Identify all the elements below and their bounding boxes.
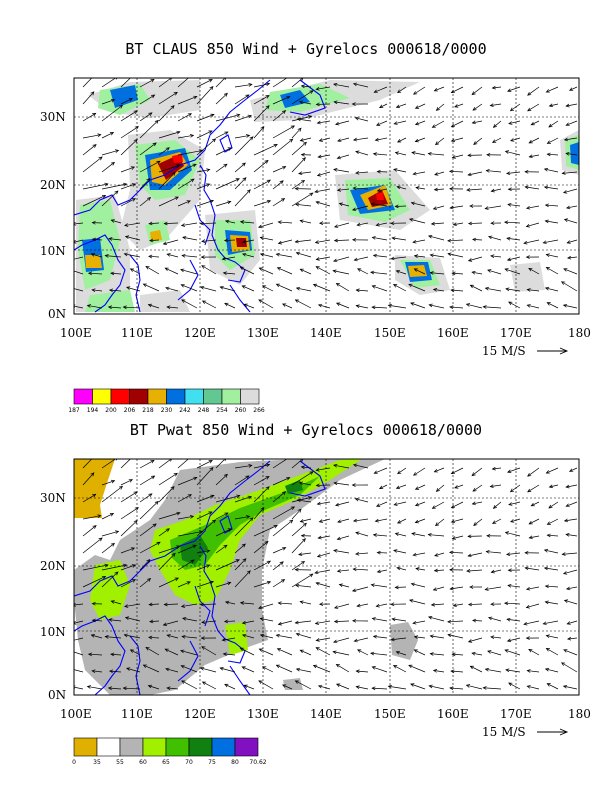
colorbar-label: 200 [105, 407, 117, 414]
bottom-wind-scale: 15 M/S [482, 725, 569, 739]
top-gridlines [74, 78, 579, 314]
top-lat-label: 0N [48, 307, 66, 321]
colorbar-label: 248 [198, 407, 210, 414]
colorbar-swatch [92, 388, 112, 405]
colorbar-label: 218 [142, 407, 154, 414]
bottom-wind-vectors [74, 459, 578, 691]
colorbar-label: 230 [161, 407, 173, 414]
bottom-precipitable-water-field [74, 459, 418, 695]
top-lon-label: 150E [374, 326, 406, 340]
bottom-lon-label: 130E [247, 707, 279, 721]
bottom-lon-label: 180 [568, 707, 591, 721]
bottom-lat-label: 20N [40, 559, 66, 573]
colorbar-swatch [166, 388, 186, 405]
top-wind-scale-label: 15 M/S [482, 344, 526, 358]
bottom-lon-label: 100E [60, 707, 92, 721]
top-lat-label: 20N [40, 178, 66, 192]
colorbar-swatch [188, 737, 213, 757]
colorbar-label: 254 [216, 407, 228, 414]
bottom-lon-label: 140E [310, 707, 342, 721]
top-axis-labels: 30N 20N 10N 0N 100E 110E 120E 130E 140E … [40, 110, 591, 340]
colorbar-swatch [203, 388, 223, 405]
top-lon-label: 140E [310, 326, 342, 340]
bottom-panel-title: BT Pwat 850 Wind + Gyrelocs 000618/0000 [129, 421, 483, 439]
colorbar-label: 60 [139, 759, 147, 766]
top-wind-scale: 15 M/S [482, 344, 569, 358]
colorbar-swatch [221, 388, 241, 405]
colorbar-label: 55 [116, 759, 124, 766]
bottom-lat-label: 0N [48, 688, 66, 702]
colorbar-label: 75 [208, 759, 216, 766]
colorbar-label: 187 [68, 407, 80, 414]
colorbar-swatch [211, 737, 236, 757]
colorbar-swatch [234, 737, 259, 757]
colorbar-swatch [147, 388, 167, 405]
bottom-map-panel: 30N 20N 10N 0N 100E 110E 120E 130E 140E … [40, 458, 591, 766]
colorbar-label: 70 [185, 759, 193, 766]
colorbar-label: 70.62 [249, 759, 266, 766]
bottom-axis-labels: 30N 20N 10N 0N 100E 110E 120E 130E 140E … [40, 491, 591, 721]
bottom-lat-label: 10N [40, 625, 66, 639]
top-map-panel: 30N 20N 10N 0N 100E 110E 120E 130E 140E … [40, 77, 591, 414]
colorbar-label: 80 [231, 759, 239, 766]
bottom-lon-label: 170E [500, 707, 532, 721]
colorbar-swatch [129, 388, 149, 405]
bottom-lat-label: 30N [40, 491, 66, 505]
colorbar-swatch [240, 388, 260, 405]
colorbar-swatch [73, 388, 93, 405]
top-lat-label: 30N [40, 110, 66, 124]
top-lon-label: 130E [247, 326, 279, 340]
colorbar-label: 206 [124, 407, 136, 414]
top-lon-label: 170E [500, 326, 532, 340]
bottom-coastlines [74, 460, 326, 695]
colorbar-label: 194 [87, 407, 99, 414]
colorbar-swatch [110, 388, 130, 405]
bottom-gridlines [74, 459, 579, 695]
colorbar-label: 65 [162, 759, 170, 766]
bottom-wind-scale-label: 15 M/S [482, 725, 526, 739]
bottom-lon-label: 120E [184, 707, 216, 721]
top-wind-vectors [74, 78, 578, 310]
colorbar-label: 242 [179, 407, 191, 414]
bottom-lon-label: 110E [121, 707, 153, 721]
colorbar-label: 266 [253, 407, 265, 414]
top-brightness-temperature-field [76, 80, 579, 312]
colorbar-swatch [119, 737, 144, 757]
top-lon-label: 110E [121, 326, 153, 340]
bottom-lon-label: 150E [374, 707, 406, 721]
colorbar-swatch [184, 388, 204, 405]
top-map-frame [73, 77, 580, 315]
top-colorbar: 187 194 200 206 218 230 242 248 254 260 266 [68, 388, 265, 414]
top-lat-label: 10N [40, 244, 66, 258]
colorbar-swatch [96, 737, 121, 757]
top-lon-label: 120E [184, 326, 216, 340]
top-lon-label: 180 [568, 326, 591, 340]
top-coastlines [74, 79, 326, 313]
colorbar-label: 260 [235, 407, 247, 414]
colorbar-swatch [165, 737, 190, 757]
top-panel-title: BT CLAUS 850 Wind + Gyrelocs 000618/0000 [125, 40, 487, 58]
top-lon-label: 160E [437, 326, 469, 340]
bottom-lon-label: 160E [437, 707, 469, 721]
top-lon-label: 100E [60, 326, 92, 340]
bottom-colorbar: 0 35 55 60 65 70 75 80 70.62 [72, 737, 267, 766]
colorbar-swatch [142, 737, 167, 757]
colorbar-label: 0 [72, 759, 76, 766]
colorbar-swatch [73, 737, 98, 757]
bottom-map-frame [73, 458, 580, 696]
colorbar-label: 35 [93, 759, 101, 766]
